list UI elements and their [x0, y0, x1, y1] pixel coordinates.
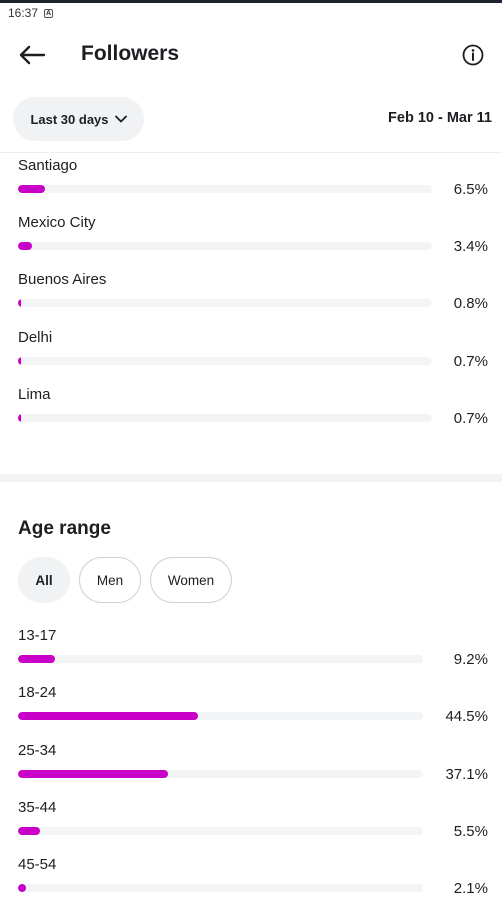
progress-track — [18, 299, 432, 307]
city-name: Lima — [18, 386, 51, 403]
section-divider — [0, 474, 502, 482]
progress-track — [18, 655, 423, 663]
age-row: 35-44 5.5% — [0, 799, 502, 855]
progress-track — [18, 242, 432, 250]
notification-icon: A — [44, 8, 54, 18]
progress-track — [18, 185, 432, 193]
status-bar: 16:37 A — [0, 3, 502, 23]
chevron-down-icon — [114, 115, 127, 123]
back-button[interactable] — [12, 40, 52, 70]
top-edge — [0, 0, 502, 3]
age-row: 45-54 2.1% — [0, 856, 502, 912]
city-row: Santiago 6.5% — [0, 157, 502, 213]
city-percent: 3.4% — [453, 238, 488, 255]
info-icon — [462, 44, 484, 66]
app-header: Followers — [0, 30, 502, 80]
filter-all-chip[interactable]: All — [18, 557, 70, 603]
city-row: Lima 0.7% — [0, 386, 502, 442]
progress-bar — [18, 299, 22, 307]
progress-bar — [18, 357, 21, 365]
progress-track — [18, 357, 432, 365]
age-percent: 37.1% — [445, 766, 488, 783]
city-percent: 0.7% — [453, 410, 488, 427]
page-title: Followers — [81, 42, 180, 65]
age-row: 18-24 44.5% — [0, 684, 502, 740]
progress-track — [18, 712, 423, 720]
range-dropdown-label: Last 30 days — [30, 111, 109, 127]
city-percent: 6.5% — [453, 181, 488, 198]
progress-bar — [18, 414, 21, 422]
city-percent: 0.8% — [453, 295, 488, 312]
city-name: Buenos Aires — [18, 271, 107, 288]
age-percent: 9.2% — [453, 651, 488, 668]
age-percent: 44.5% — [445, 708, 488, 725]
info-button[interactable] — [460, 42, 486, 68]
progress-track — [18, 884, 423, 892]
city-name: Delhi — [18, 329, 53, 346]
age-label: 18-24 — [18, 684, 57, 701]
progress-bar — [18, 655, 56, 663]
progress-track — [18, 827, 423, 835]
progress-track — [18, 414, 432, 422]
progress-bar — [18, 884, 27, 892]
progress-bar — [18, 712, 198, 720]
date-range-label: Feb 10 - Mar 11 — [388, 110, 492, 126]
filter-men-chip[interactable]: Men — [79, 557, 141, 603]
divider — [0, 152, 502, 153]
progress-bar — [18, 242, 33, 250]
city-row: Buenos Aires 0.8% — [0, 271, 502, 327]
age-label: 45-54 — [18, 856, 57, 873]
city-row: Mexico City 3.4% — [0, 214, 502, 270]
city-percent: 0.7% — [453, 353, 488, 370]
age-row: 25-34 37.1% — [0, 742, 502, 798]
age-label: 35-44 — [18, 799, 57, 816]
progress-bar — [18, 770, 169, 778]
age-row: 13-17 9.2% — [0, 627, 502, 683]
progress-track — [18, 770, 423, 778]
city-row: Delhi 0.7% — [0, 329, 502, 385]
filter-women-chip[interactable]: Women — [150, 557, 232, 603]
progress-bar — [18, 827, 41, 835]
date-range-row: Last 30 days Feb 10 - Mar 11 — [0, 96, 502, 144]
city-name: Mexico City — [18, 214, 96, 231]
progress-bar — [18, 185, 45, 193]
city-name: Santiago — [18, 157, 78, 174]
arrow-left-icon — [19, 45, 46, 65]
status-time: 16:37 — [8, 6, 39, 20]
age-label: 13-17 — [18, 627, 57, 644]
age-range-title: Age range — [18, 518, 111, 539]
age-label: 25-34 — [18, 742, 57, 759]
range-dropdown[interactable]: Last 30 days — [13, 97, 144, 141]
age-percent: 5.5% — [453, 823, 488, 840]
age-percent: 2.1% — [453, 880, 488, 897]
